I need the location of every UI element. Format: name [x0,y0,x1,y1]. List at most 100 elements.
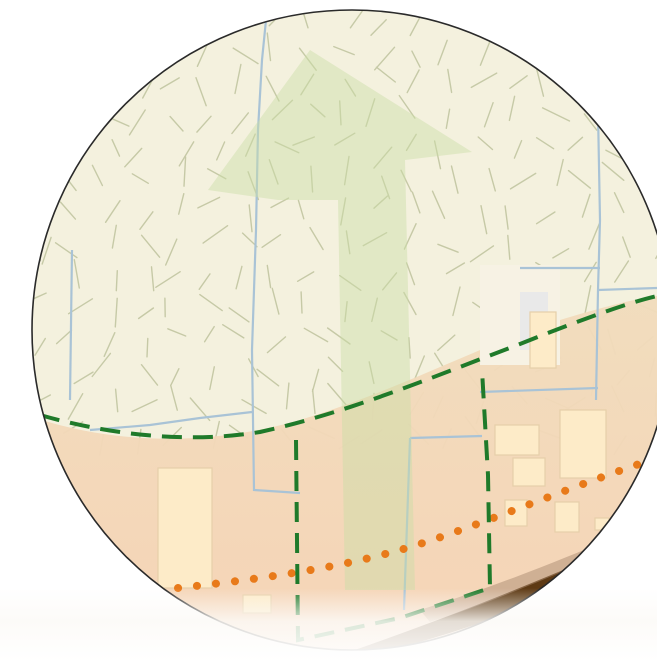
hatch-stroke [618,112,626,137]
hatch-stroke [513,139,523,159]
hatch-stroke [381,175,391,200]
hatch-stroke [339,274,362,291]
hatch-stroke [541,107,571,122]
hatch-stroke [66,12,89,35]
hatch-stroke [573,39,588,60]
hatch-stroke [380,330,398,341]
hatch-stroke [197,196,221,209]
hatch-stroke [241,399,267,415]
hatch-stroke [567,136,584,151]
hatch-stroke [111,138,121,157]
hatch-stroke [195,76,207,107]
hatch-stroke [310,165,314,193]
hatch-stroke [400,169,412,193]
hatch-stroke [326,327,351,345]
hatch-stroke [437,243,459,253]
hatch-stroke [266,32,272,62]
hatch-stroke [648,83,657,104]
hatch-stroke [91,352,112,378]
hatch-stroke [601,161,625,182]
hatch-stroke [343,155,350,186]
hatch-stroke [115,270,119,292]
hatch-stroke [140,234,161,258]
hatch-stroke [300,291,303,314]
hatch-stroke [266,336,287,354]
hatch-stroke [231,112,250,135]
hatch-stroke [114,297,118,328]
hatch-stroke [150,266,155,292]
hatch-stroke [73,371,94,385]
hatch-stroke [196,115,212,133]
hatch-stroke [170,368,180,386]
hatch-stroke [567,169,592,189]
hatch-stroke [406,69,420,94]
hatch-stroke [131,399,158,413]
hatch-stroke [488,167,496,192]
hatch-stroke [375,66,396,83]
hatch-stroke [36,110,51,137]
hatch-stroke [480,204,488,235]
hatch-stroke [198,273,211,290]
hatch-stroke [469,245,495,263]
hatch-stroke [235,265,243,290]
hatch-stroke [247,358,259,378]
hatch-stroke [371,297,378,323]
hatch-stroke [437,334,456,352]
hatch-stroke [41,236,52,265]
hatch-stroke [311,368,320,392]
hatch-stroke [300,10,309,29]
hatch-stroke [32,174,44,194]
hatch-stroke [433,140,442,170]
hatch-stroke [105,16,120,37]
building [554,501,580,533]
hatch-stroke [646,141,657,151]
hatch-stroke [382,272,398,291]
hatch-stroke [59,137,79,149]
hatch-stroke [159,77,180,90]
hatch-stroke [411,50,421,68]
hatch-stroke [248,204,253,233]
hatch-stroke [104,48,130,60]
hatch-stroke [622,10,627,35]
hatch-stroke [177,192,185,215]
hatch-stroke [504,205,509,230]
hatch-stroke [215,141,226,161]
hatch-stroke [311,388,316,415]
hatch-stroke [256,368,280,387]
hatch-stroke [445,108,451,130]
hatch-stroke [169,115,184,132]
hatch-stroke [508,95,516,122]
hatch-stroke [535,67,545,97]
hatch-stroke [297,199,305,220]
hatch-stroke [414,355,425,380]
hatch-stroke [265,75,280,102]
hatch-stroke [644,49,657,68]
hatch-stroke [547,38,561,64]
hatch-stroke [183,156,187,187]
hatch-stroke [622,236,631,258]
hatch-stroke [535,211,556,225]
hatch-stroke [596,46,623,59]
hatch-stroke [409,17,420,37]
hatch-stroke [507,234,511,260]
parcel-boundaries [68,10,657,611]
hatch-stroke [405,133,417,152]
hatch-stroke [114,388,119,413]
hatch-stroke [55,329,73,345]
hatch-stroke [146,337,149,358]
hatch-stroke [581,193,591,218]
hatch-stroke [39,428,47,454]
hatch-stroke [104,199,121,224]
hatch-stroke [271,287,280,315]
hatch-stroke [167,328,187,337]
hatch-stroke [365,98,376,128]
hatch-stroke [340,197,347,226]
hatch-stroke [169,384,179,411]
hatch-stroke [285,382,290,410]
hatch-stroke [54,242,78,259]
hatch-stroke [583,113,598,131]
hatch-stroke [232,47,259,65]
building [157,467,213,589]
hatch-stroke [403,291,417,316]
